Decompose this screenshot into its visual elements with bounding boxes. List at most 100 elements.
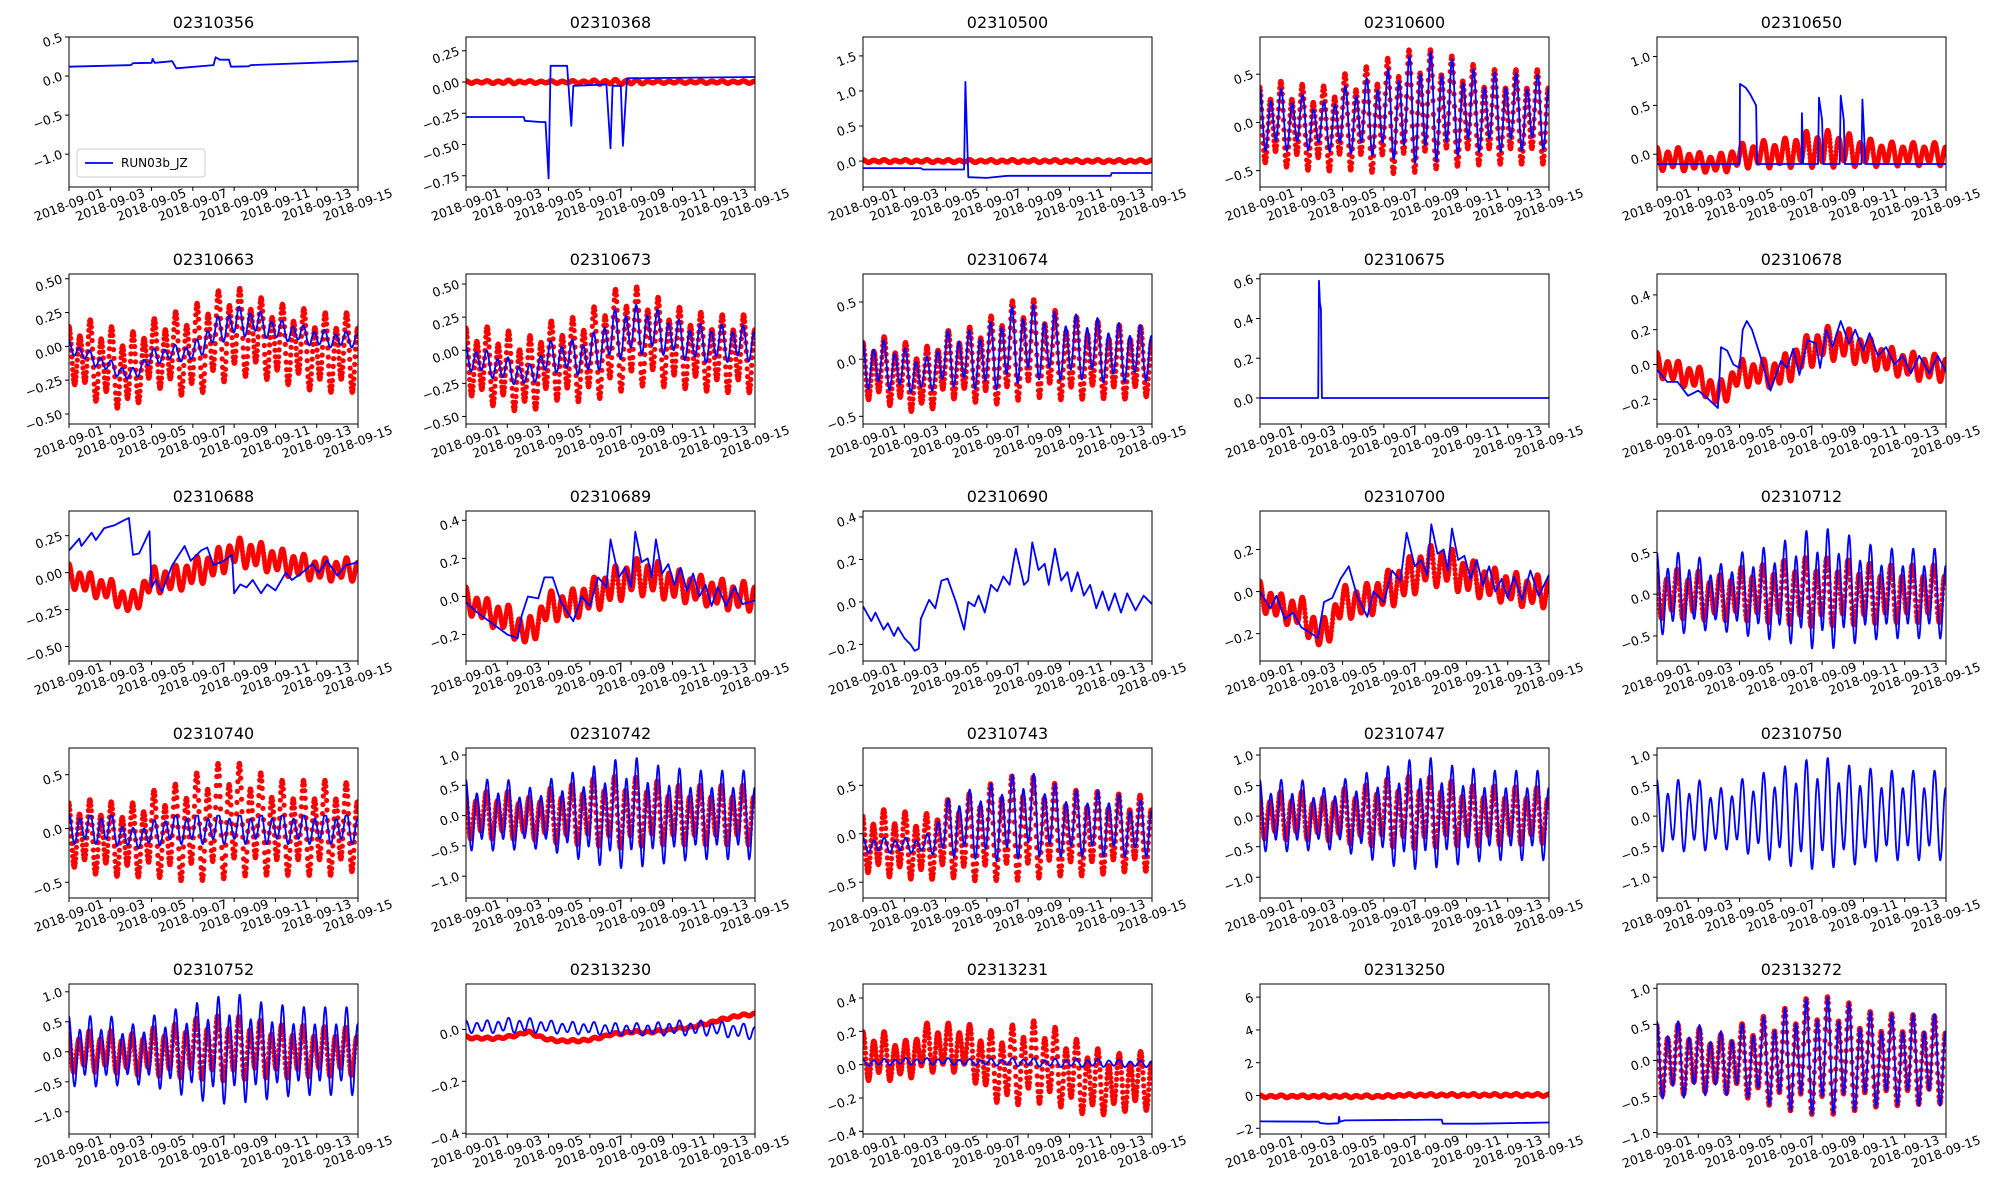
observed-series <box>1657 127 1946 175</box>
observed-point <box>164 337 170 343</box>
observed-point <box>1343 76 1349 82</box>
observed-point <box>1364 71 1370 77</box>
observed-point <box>1273 143 1280 149</box>
observed-point <box>99 343 105 349</box>
observed-point <box>118 361 124 367</box>
observed-point <box>189 377 195 383</box>
observed-point <box>550 336 556 342</box>
observed-point <box>115 397 122 403</box>
observed-point <box>104 385 110 391</box>
observed-point <box>1380 142 1386 148</box>
observed-point <box>323 315 329 322</box>
observed-point <box>962 380 969 386</box>
observed-point <box>492 376 498 382</box>
observed-point <box>1508 140 1514 146</box>
observed-point <box>200 388 206 394</box>
observed-point <box>931 390 938 396</box>
observed-point <box>931 400 937 407</box>
observed-point <box>126 381 132 387</box>
observed-point <box>1016 384 1023 390</box>
subplot-title: 02310356 <box>173 13 254 32</box>
observed-point <box>641 360 648 367</box>
observed-point <box>190 365 196 371</box>
observed-point <box>323 312 329 318</box>
y-tick-label: 0.5 <box>1629 98 1653 119</box>
observed-point <box>340 358 346 364</box>
observed-point <box>275 364 281 370</box>
observed-point <box>250 331 256 337</box>
observed-point <box>1306 163 1312 169</box>
observed-point <box>168 373 174 379</box>
observed-point <box>716 360 722 366</box>
observed-point <box>742 318 748 325</box>
model-line <box>69 56 358 70</box>
observed-point <box>684 371 690 377</box>
observed-point <box>529 347 535 353</box>
observed-point <box>272 341 278 347</box>
observed-point <box>1070 370 1076 376</box>
observed-point <box>286 373 293 379</box>
observed-point <box>535 381 541 387</box>
observed-point <box>470 383 476 390</box>
observed-point <box>83 374 89 380</box>
observed-point <box>340 350 347 356</box>
observed-point <box>1337 149 1343 155</box>
observed-point <box>1806 143 1812 149</box>
observed-point <box>121 357 127 363</box>
observed-point <box>592 312 598 318</box>
observed-point <box>83 369 89 375</box>
observed-point <box>250 338 257 344</box>
observed-point <box>175 329 181 335</box>
observed-point <box>339 374 345 380</box>
observed-point <box>1047 377 1053 383</box>
observed-point <box>1010 299 1016 306</box>
observed-point <box>132 343 138 350</box>
observed-point <box>163 332 169 338</box>
observed-point <box>265 364 271 370</box>
observed-point <box>302 316 308 322</box>
y-tick-label: 0.0 <box>1232 115 1256 136</box>
observed-point <box>1337 145 1344 152</box>
observed-point <box>304 349 310 355</box>
observed-point <box>347 365 353 371</box>
observed-point <box>78 338 84 344</box>
observed-point <box>1026 371 1032 377</box>
observed-point <box>491 395 497 402</box>
observed-point <box>1434 163 1440 169</box>
observed-point <box>352 361 358 367</box>
observed-point <box>153 325 159 331</box>
observed-point <box>704 383 711 389</box>
observed-point <box>1477 157 1483 163</box>
observed-point <box>1038 381 1044 387</box>
observed-point <box>662 376 668 382</box>
observed-point <box>219 356 225 362</box>
observed-point <box>656 298 662 304</box>
observed-point <box>84 363 90 369</box>
observed-point <box>265 369 271 375</box>
y-tick-label: 0.0 <box>1629 147 1653 168</box>
observed-point <box>222 377 228 383</box>
observed-point <box>748 370 754 376</box>
observed-point <box>480 376 486 382</box>
observed-point <box>485 326 491 333</box>
observed-point <box>485 331 491 337</box>
observed-point <box>506 332 512 338</box>
observed-point <box>336 349 342 355</box>
observed-point <box>345 317 351 323</box>
observed-point <box>283 359 289 365</box>
observed-point <box>293 352 300 358</box>
observed-point <box>267 334 273 341</box>
observed-point <box>125 391 132 397</box>
observed-point <box>720 317 726 323</box>
observed-point <box>283 350 289 357</box>
observed-point <box>309 356 315 362</box>
observed-point <box>259 302 265 308</box>
observed-point <box>318 371 324 377</box>
observed-point <box>1342 72 1349 78</box>
axes-frame <box>1656 36 1947 188</box>
observed-point <box>466 340 471 346</box>
observed-point <box>1513 68 1519 74</box>
observed-series <box>466 76 755 87</box>
observed-point <box>116 384 122 390</box>
observed-point <box>69 360 75 366</box>
